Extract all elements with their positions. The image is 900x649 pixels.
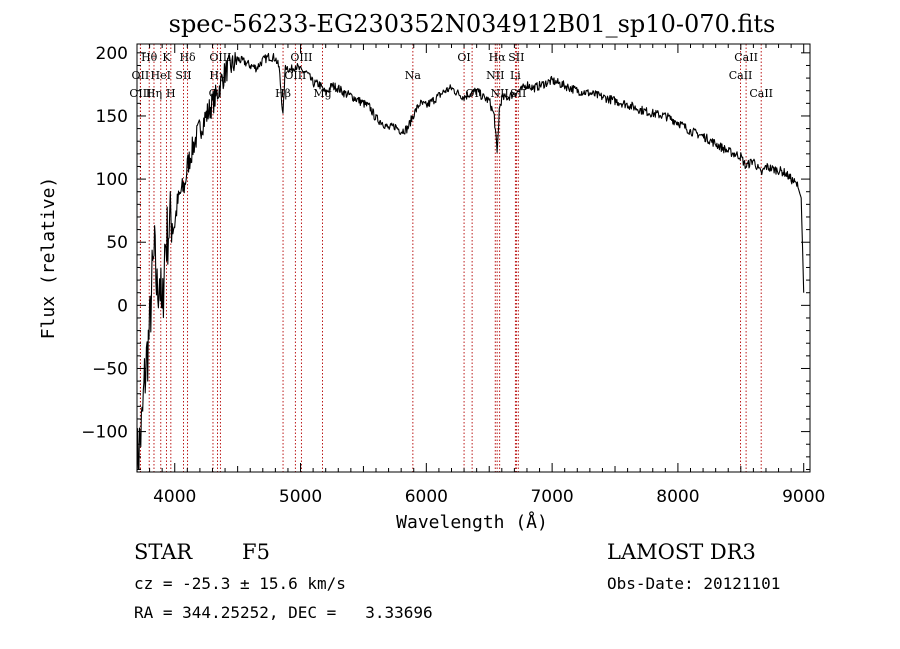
spectral-line-label: CaII xyxy=(734,51,758,64)
spectral-line-label: SII xyxy=(508,51,524,64)
spectral-line-label: OIII xyxy=(284,69,306,82)
spectral-line-label: Hδ xyxy=(179,51,196,64)
spectral-line-label: Hθ xyxy=(141,51,158,64)
y-tick-label: 0 xyxy=(117,296,128,316)
spectral-line-label: CaII xyxy=(729,69,753,82)
spectral-line-label: OII xyxy=(132,69,150,82)
y-tick-label: 100 xyxy=(96,170,128,190)
spectral-line-label: OI xyxy=(457,51,470,64)
y-tick-label: −100 xyxy=(81,423,128,443)
spectral-line-label: Hη xyxy=(146,87,162,100)
spectral-line-markers xyxy=(139,44,762,472)
plot-frame xyxy=(136,43,811,473)
y-tick-label: −50 xyxy=(92,359,128,379)
spectrum-series-line xyxy=(136,51,805,473)
y-tick-label: 200 xyxy=(96,44,128,64)
x-tick-label: 6000 xyxy=(405,487,448,507)
x-tick-label: 5000 xyxy=(279,487,322,507)
coordinates-text: RA = 344.25252, DEC = 3.33696 xyxy=(134,603,433,622)
spectral-line-label: OIII xyxy=(290,51,312,64)
spectral-line-label: NII xyxy=(486,69,504,82)
redshift-text: cz = -25.3 ± 15.6 km/s xyxy=(134,574,346,593)
spectral-line-label: HeI xyxy=(151,69,171,82)
object-class: STAR xyxy=(134,540,193,564)
spectral-line-label: Na xyxy=(405,69,422,82)
object-subclass: F5 xyxy=(242,540,270,564)
spectral-line-label: OIII xyxy=(129,87,151,100)
spectral-line-label: H xyxy=(166,87,176,100)
y-tick-label: 50 xyxy=(106,233,128,253)
chart-title: spec-56233-EG230352N034912B01_sp10-070.f… xyxy=(169,10,776,38)
survey-name: LAMOST DR3 xyxy=(607,540,756,564)
y-axis-label: Flux (relative) xyxy=(38,177,59,340)
spectral-line-label: K xyxy=(162,51,171,64)
x-tick-label: 7000 xyxy=(530,487,573,507)
spectral-line-label: Hβ xyxy=(275,87,291,100)
spectral-line-label: Hγ xyxy=(209,69,226,82)
x-tick-label: 8000 xyxy=(656,487,699,507)
x-tick-label: 9000 xyxy=(782,487,825,507)
spectral-line-label: CaII xyxy=(749,87,773,100)
y-tick-label: 150 xyxy=(96,107,128,127)
x-axis-label: Wavelength (Å) xyxy=(396,511,548,533)
spectral-line-label: SII xyxy=(510,87,526,100)
obs-date-text: Obs-Date: 20121101 xyxy=(607,574,781,593)
x-tick-label: 4000 xyxy=(153,487,196,507)
spectral-line-label: Hα xyxy=(489,51,507,64)
y-axis-ticks: −100 −50 0 50 100 150 200 xyxy=(81,44,810,470)
spectral-line-label: Li xyxy=(510,69,521,82)
spectral-line-label: SII xyxy=(175,69,191,82)
x-axis-ticks: 4000 5000 6000 7000 8000 9000 xyxy=(136,44,825,507)
